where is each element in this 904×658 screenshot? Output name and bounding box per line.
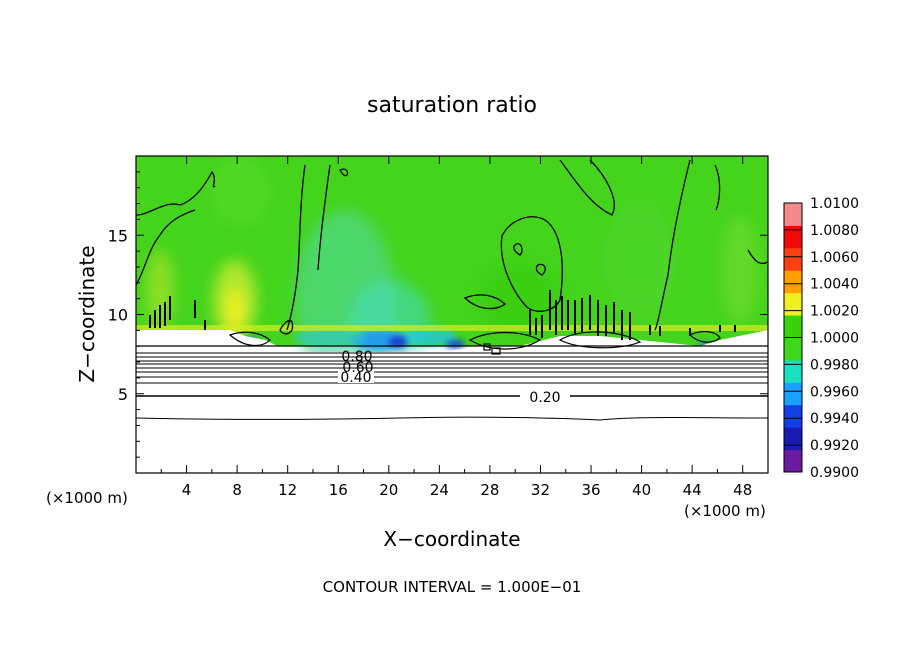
colorbar-tick-label: 0.9940 xyxy=(810,411,859,427)
colorbar-swatch xyxy=(784,427,802,451)
contour-interval-note: CONTOUR INTERVAL = 1.000E−01 xyxy=(323,578,582,596)
field-lower-white xyxy=(136,330,768,473)
y-axis: 5 10 15 xyxy=(108,171,768,458)
x-axis-label: X−coordinate xyxy=(383,527,520,551)
colorbar-swatch xyxy=(784,382,802,406)
stratospheric-yellow-band xyxy=(136,325,768,331)
colorbar-tick-label: 1.0000 xyxy=(810,331,859,347)
colorbar-tick-label: 0.9960 xyxy=(810,384,859,400)
x-tick-label: 24 xyxy=(430,481,449,499)
x-unit-left: (×1000 m) xyxy=(46,489,128,507)
contour-label-020: 0.20 xyxy=(529,390,560,406)
colorbar-swatch xyxy=(784,247,802,271)
x-tick-label: 4 xyxy=(182,481,192,499)
x-tick-label: 36 xyxy=(581,481,600,499)
x-tick-label: 48 xyxy=(733,481,752,499)
colorbar-tick-label: 1.0080 xyxy=(810,223,859,239)
contour-ticks xyxy=(149,290,736,340)
x-unit-right: (×1000 m) xyxy=(684,502,766,520)
x-tick-label: 16 xyxy=(329,481,348,499)
contour-label-040: 0.40 xyxy=(340,370,371,386)
y-tick-label: 10 xyxy=(108,306,128,325)
contour-label-080: 0.80 xyxy=(341,349,372,365)
colorbar-tick-label: 1.0020 xyxy=(810,304,859,320)
colorbar: 1.0100 1.0080 1.0060 1.0040 1.0020 1.0000 0.99… xyxy=(783,196,859,481)
colorbar-tick-label: 1.0040 xyxy=(810,277,859,293)
chart-title: saturation ratio xyxy=(367,93,537,118)
colorbar-tick-label: 0.9980 xyxy=(810,357,859,373)
contour-labels: 0.20 0.40 0.60 0.80 xyxy=(338,349,569,406)
colorbar-swatch xyxy=(784,359,802,383)
x-tick-label: 12 xyxy=(278,481,297,499)
colorbar-swatch xyxy=(784,203,802,226)
y-tick-label: 15 xyxy=(108,226,128,245)
plot-area xyxy=(136,156,768,473)
x-tick-label: 32 xyxy=(531,481,550,499)
colorbar-swatch xyxy=(784,225,802,249)
x-tick-label: 28 xyxy=(480,481,499,499)
colorbar-tick-label: 0.9920 xyxy=(810,438,859,454)
x-tick-label: 20 xyxy=(379,481,398,499)
contour-lines-upper xyxy=(136,159,768,335)
colorbar-swatch xyxy=(784,449,802,473)
contour-label-060: 0.60 xyxy=(342,360,373,376)
y-tick-label: 5 xyxy=(118,385,128,404)
colorbar-tick-label: 1.0100 xyxy=(810,196,859,212)
contour-blobs xyxy=(228,331,721,355)
colorbar-swatch xyxy=(784,404,802,428)
colorbar-tick-label: 0.9900 xyxy=(810,465,859,481)
colorbar-swatch xyxy=(784,337,802,361)
colorbar-swatch xyxy=(784,315,802,338)
x-tick-label: 40 xyxy=(632,481,651,499)
x-tick-label: 44 xyxy=(683,481,702,499)
y-axis-label: Z−coordinate xyxy=(75,245,99,382)
contour-lines-lower xyxy=(136,345,768,421)
colorbar-tick-label: 1.0060 xyxy=(810,250,859,266)
x-tick-label: 8 xyxy=(232,481,242,499)
colorbar-swatch xyxy=(784,292,802,316)
colorbar-swatch xyxy=(784,270,802,294)
x-axis: 4 8 12 16 20 24 28 32 36 40 44 48 xyxy=(160,156,752,499)
